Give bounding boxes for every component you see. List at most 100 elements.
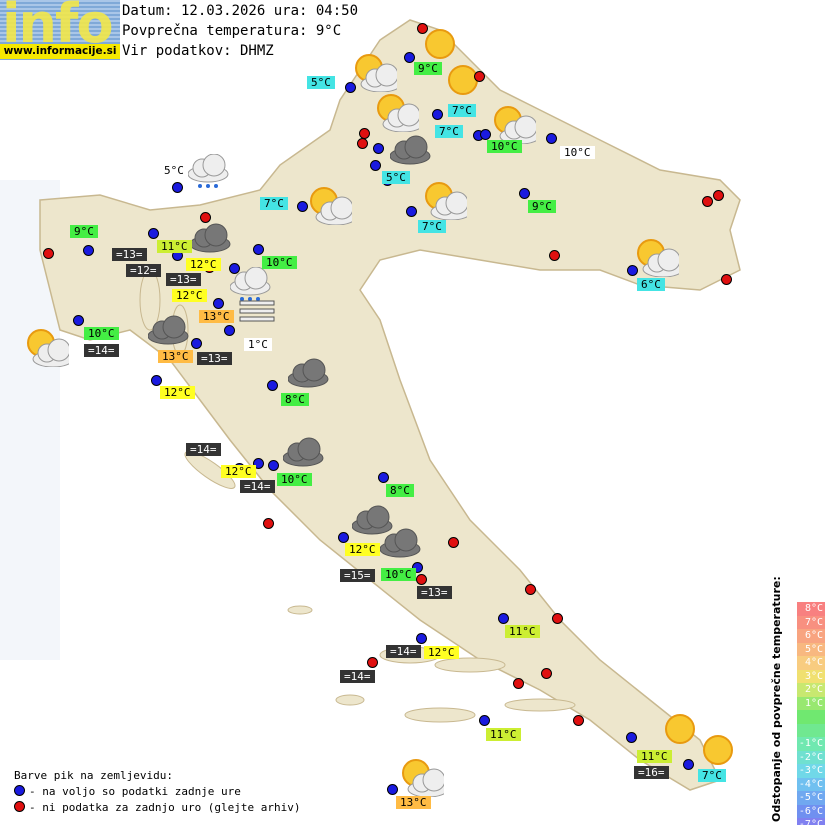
station-with-data[interactable] bbox=[546, 133, 557, 144]
sun-icon bbox=[425, 29, 455, 59]
sun-cloud-icon bbox=[494, 106, 536, 144]
station-no-data[interactable] bbox=[416, 574, 427, 585]
station-with-data[interactable] bbox=[213, 298, 224, 309]
temperature-label: 12°C bbox=[424, 646, 459, 659]
station-with-data[interactable] bbox=[683, 759, 694, 770]
sun-icon bbox=[665, 714, 695, 744]
station-no-data[interactable] bbox=[713, 190, 724, 201]
station-no-data[interactable] bbox=[43, 248, 54, 259]
station-with-data[interactable] bbox=[432, 109, 443, 120]
station-no-data[interactable] bbox=[513, 678, 524, 689]
station-no-data[interactable] bbox=[367, 657, 378, 668]
temperature-label: 12°C bbox=[186, 258, 221, 271]
station-with-data[interactable] bbox=[172, 182, 183, 193]
station-no-data[interactable] bbox=[474, 71, 485, 82]
cloud-icon bbox=[283, 437, 324, 467]
temperature-label: =16= bbox=[634, 766, 669, 779]
station-no-data[interactable] bbox=[721, 274, 732, 285]
scale-step: -6°C bbox=[797, 804, 825, 818]
station-no-data[interactable] bbox=[702, 196, 713, 207]
temperature-label: 1°C bbox=[244, 338, 272, 351]
scale-step: 6°C bbox=[797, 629, 825, 643]
station-with-data[interactable] bbox=[229, 263, 240, 274]
station-with-data[interactable] bbox=[387, 784, 398, 795]
temperature-label: 8°C bbox=[281, 393, 309, 406]
station-with-data[interactable] bbox=[412, 562, 423, 573]
temperature-label: 11°C bbox=[637, 750, 672, 763]
temperature-label: =12= bbox=[126, 264, 161, 277]
temperature-label: 5°C bbox=[160, 164, 188, 177]
temperature-label: 11°C bbox=[157, 240, 192, 253]
scale-step: -7°C bbox=[797, 818, 825, 825]
station-with-data[interactable] bbox=[224, 325, 235, 336]
station-with-data[interactable] bbox=[338, 532, 349, 543]
station-with-data[interactable] bbox=[479, 715, 490, 726]
scale-step: -5°C bbox=[797, 791, 825, 805]
temperature-label: 10°C bbox=[560, 146, 595, 159]
temperature-label: 6°C bbox=[637, 278, 665, 291]
station-with-data[interactable] bbox=[83, 245, 94, 256]
deviation-scale: 8°C 7°C 6°C 5°C 4°C 3°C 2°C 1°C -1°C -2°C -3°C -4°C… bbox=[797, 602, 825, 825]
logo[interactable]: info www.informacije.si bbox=[0, 0, 120, 60]
temperature-label: =14= bbox=[84, 344, 119, 357]
sun-cloud-icon bbox=[637, 239, 679, 277]
rain-cloud-icon bbox=[230, 267, 271, 301]
station-with-data[interactable] bbox=[480, 129, 491, 140]
sun-cloud-icon bbox=[27, 329, 69, 367]
sun-icon bbox=[703, 735, 733, 765]
station-with-data[interactable] bbox=[373, 143, 384, 154]
station-no-data[interactable] bbox=[549, 250, 560, 261]
station-no-data[interactable] bbox=[573, 715, 584, 726]
station-no-data[interactable] bbox=[525, 584, 536, 595]
station-no-data[interactable] bbox=[417, 23, 428, 34]
temperature-label: =14= bbox=[186, 443, 221, 456]
station-with-data[interactable] bbox=[627, 265, 638, 276]
station-no-data[interactable] bbox=[357, 138, 368, 149]
temperature-label: 10°C bbox=[381, 568, 416, 581]
station-with-data[interactable] bbox=[151, 375, 162, 386]
station-no-data[interactable] bbox=[200, 212, 211, 223]
station-no-data[interactable] bbox=[552, 613, 563, 624]
station-with-data[interactable] bbox=[378, 472, 389, 483]
temperature-label: 5°C bbox=[307, 76, 335, 89]
station-with-data[interactable] bbox=[268, 460, 279, 471]
station-with-data[interactable] bbox=[498, 613, 509, 624]
temperature-label: 5°C bbox=[382, 171, 410, 184]
station-with-data[interactable] bbox=[370, 160, 381, 171]
temperature-label: 11°C bbox=[505, 625, 540, 638]
station-with-data[interactable] bbox=[297, 201, 308, 212]
station-with-data[interactable] bbox=[253, 458, 264, 469]
logo-url[interactable]: www.informacije.si bbox=[0, 44, 120, 59]
station-with-data[interactable] bbox=[519, 188, 530, 199]
temperature-label: 7°C bbox=[448, 104, 476, 117]
cloud-icon bbox=[352, 505, 393, 535]
station-with-data[interactable] bbox=[416, 633, 427, 644]
legend-title: Barve pik na zemljevidu: bbox=[14, 769, 173, 782]
temperature-label: 7°C bbox=[418, 220, 446, 233]
station-no-data[interactable] bbox=[448, 537, 459, 548]
station-with-data[interactable] bbox=[404, 52, 415, 63]
temperature-label: 7°C bbox=[698, 769, 726, 782]
temperature-label: =14= bbox=[340, 670, 375, 683]
station-with-data[interactable] bbox=[345, 82, 356, 93]
station-with-data[interactable] bbox=[253, 244, 264, 255]
temperature-label: 9°C bbox=[528, 200, 556, 213]
station-with-data[interactable] bbox=[406, 206, 417, 217]
station-no-data[interactable] bbox=[263, 518, 274, 529]
scale-step bbox=[797, 723, 825, 737]
station-with-data[interactable] bbox=[626, 732, 637, 743]
station-with-data[interactable] bbox=[191, 338, 202, 349]
station-with-data[interactable] bbox=[73, 315, 84, 326]
blue-dot-icon bbox=[14, 785, 25, 796]
station-with-data[interactable] bbox=[267, 380, 278, 391]
scale-step: -3°C bbox=[797, 764, 825, 778]
temperature-label: 7°C bbox=[435, 125, 463, 138]
temperature-label: =13= bbox=[112, 248, 147, 261]
temperature-label: =14= bbox=[240, 480, 275, 493]
station-no-data[interactable] bbox=[541, 668, 552, 679]
temperature-label: 10°C bbox=[262, 256, 297, 269]
station-with-data[interactable] bbox=[148, 228, 159, 239]
temperature-label: =13= bbox=[197, 352, 232, 365]
avg-temp-line: Povprečna temperatura: 9°C bbox=[122, 23, 342, 39]
